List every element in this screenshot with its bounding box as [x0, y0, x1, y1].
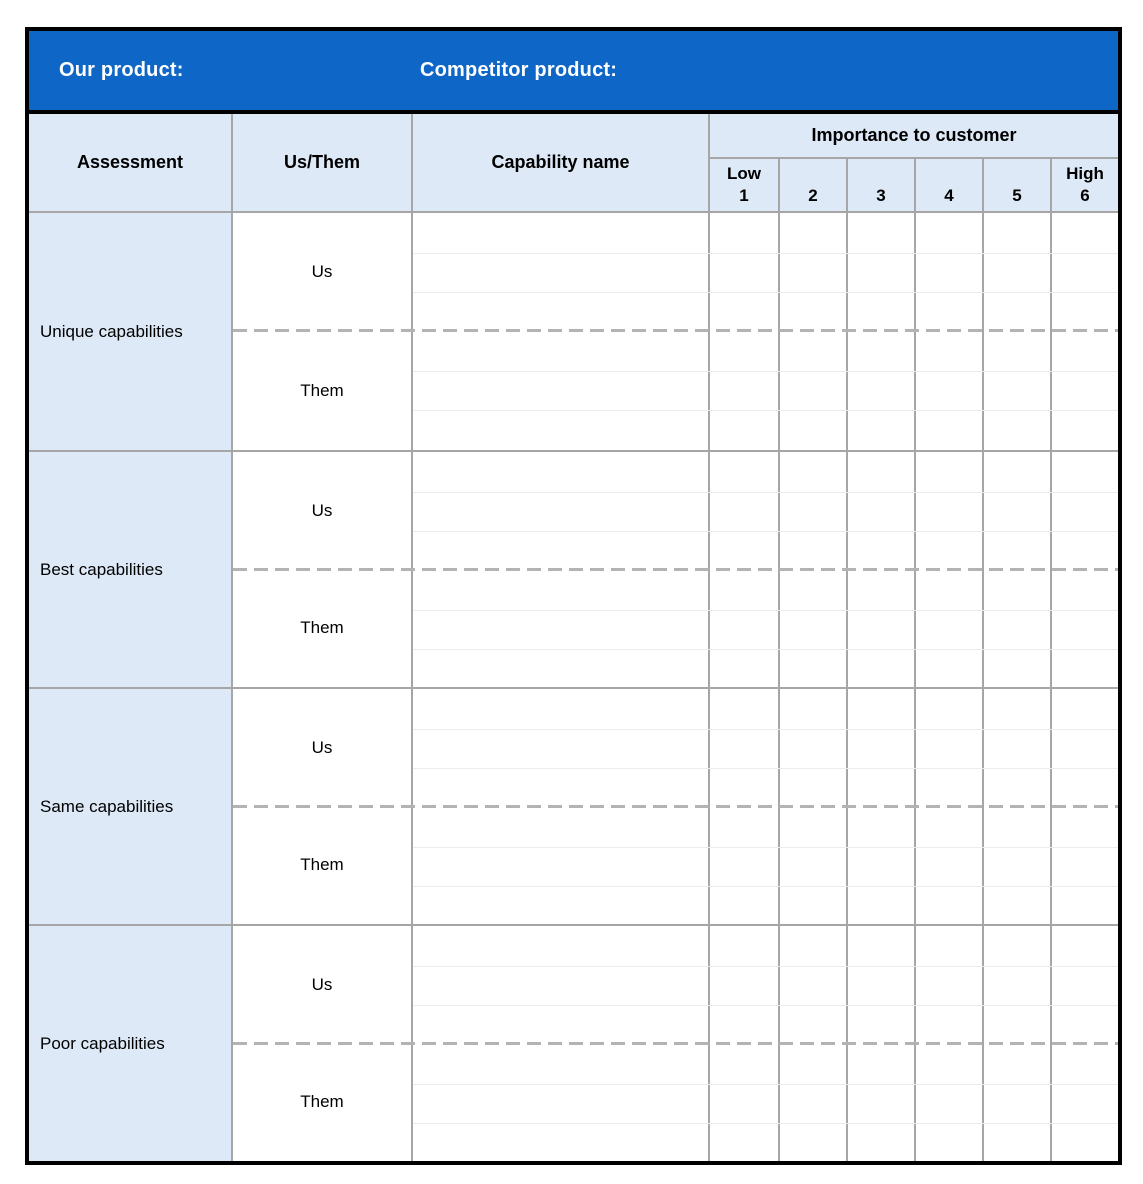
title-bar: Our product: Competitor product: — [29, 31, 1118, 114]
importance-cell-2[interactable] — [778, 689, 846, 924]
importance-rating-cells — [710, 213, 1118, 450]
section-poor-capabilities: Poor capabilities Us Them — [29, 924, 1118, 1161]
us-them-cell: Us Them — [233, 689, 413, 924]
importance-rating-cells — [710, 926, 1118, 1161]
importance-cell-6[interactable] — [1050, 689, 1118, 924]
them-label: Them — [300, 618, 344, 638]
importance-cell-6[interactable] — [1050, 213, 1118, 450]
importance-cell-4[interactable] — [914, 689, 982, 924]
competitor-product-label: Competitor product: — [420, 59, 618, 81]
scale-header-2: 2 — [778, 159, 846, 211]
importance-cell-3[interactable] — [846, 926, 914, 1161]
us-label: Us — [311, 974, 333, 994]
importance-cell-1[interactable] — [710, 926, 778, 1161]
assessment-cell: Same capabilities — [29, 689, 233, 924]
importance-cell-4[interactable] — [914, 452, 982, 687]
importance-column-group: Importance to customer Low 1 2 3 4 — [710, 114, 1118, 211]
importance-cell-6[interactable] — [1050, 452, 1118, 687]
scale-header-4: 4 — [914, 159, 982, 211]
them-label: Them — [300, 1092, 344, 1112]
us-them-column-header: Us/Them — [233, 114, 413, 211]
us-label: Us — [311, 262, 333, 282]
importance-cell-1[interactable] — [710, 452, 778, 687]
importance-cell-2[interactable] — [778, 926, 846, 1161]
importance-cell-5[interactable] — [982, 926, 1050, 1161]
us-them-cell: Us Them — [233, 213, 413, 450]
importance-cell-4[interactable] — [914, 213, 982, 450]
importance-to-customer-header: Importance to customer — [710, 114, 1118, 159]
competitive-analysis-worksheet: Our product: Competitor product: Assessm… — [25, 27, 1122, 1165]
them-label: Them — [300, 855, 344, 875]
importance-cell-5[interactable] — [982, 689, 1050, 924]
capability-name-cell[interactable] — [413, 452, 710, 687]
section-same-capabilities: Same capabilities Us Them — [29, 687, 1118, 924]
section-best-capabilities: Best capabilities Us Them — [29, 450, 1118, 687]
importance-cell-6[interactable] — [1050, 926, 1118, 1161]
us-label: Us — [311, 737, 333, 757]
column-header-row: Assessment Us/Them Capability name Impor… — [29, 114, 1118, 213]
importance-scale-row: Low 1 2 3 4 5 — [710, 159, 1118, 211]
importance-rating-cells — [710, 689, 1118, 924]
importance-cell-4[interactable] — [914, 926, 982, 1161]
our-product-label: Our product: — [59, 59, 184, 81]
importance-cell-2[interactable] — [778, 213, 846, 450]
importance-cell-3[interactable] — [846, 452, 914, 687]
us-them-cell: Us Them — [233, 926, 413, 1161]
scale-header-3: 3 — [846, 159, 914, 211]
assessment-cell: Poor capabilities — [29, 926, 233, 1161]
importance-cell-1[interactable] — [710, 689, 778, 924]
assessment-column-header: Assessment — [29, 114, 233, 211]
importance-rating-cells — [710, 452, 1118, 687]
scale-header-6: High 6 — [1050, 159, 1118, 211]
importance-cell-5[interactable] — [982, 213, 1050, 450]
capability-name-cell[interactable] — [413, 926, 710, 1161]
us-label: Us — [311, 500, 333, 520]
capability-name-column-header: Capability name — [413, 114, 710, 211]
capability-name-cell[interactable] — [413, 689, 710, 924]
capability-name-cell[interactable] — [413, 213, 710, 450]
importance-cell-5[interactable] — [982, 452, 1050, 687]
them-label: Them — [300, 380, 344, 400]
importance-cell-1[interactable] — [710, 213, 778, 450]
importance-cell-3[interactable] — [846, 689, 914, 924]
importance-cell-2[interactable] — [778, 452, 846, 687]
assessment-cell: Unique capabilities — [29, 213, 233, 450]
scale-header-5: 5 — [982, 159, 1050, 211]
section-unique-capabilities: Unique capabilities Us Them — [29, 213, 1118, 450]
us-them-cell: Us Them — [233, 452, 413, 687]
assessment-cell: Best capabilities — [29, 452, 233, 687]
importance-cell-3[interactable] — [846, 213, 914, 450]
scale-header-1: Low 1 — [727, 164, 761, 205]
